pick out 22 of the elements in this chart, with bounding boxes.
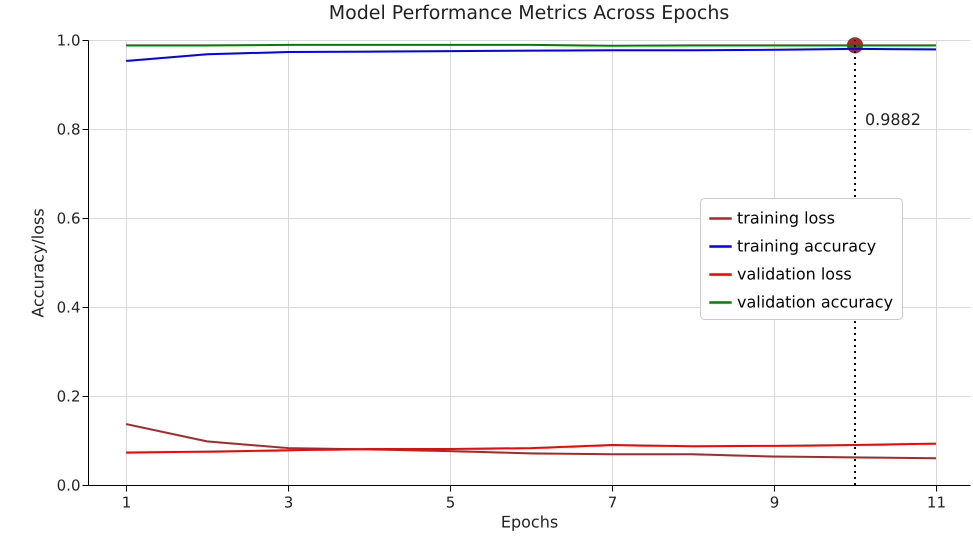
x-tick-label: 7	[608, 494, 618, 512]
legend-label: training accuracy	[737, 236, 876, 256]
line-series	[125, 423, 937, 460]
y-tick-label: 0.6	[56, 210, 80, 228]
chart-title: Model Performance Metrics Across Epochs	[328, 2, 730, 24]
legend-label: validation loss	[737, 264, 852, 284]
y-tick-label: 1.0	[56, 32, 80, 50]
legend-label: validation accuracy	[737, 292, 894, 312]
y-tick-label: 0.4	[56, 298, 80, 316]
x-tick-label: 1	[122, 494, 132, 512]
y-tick-label: 0.8	[56, 120, 80, 138]
y-tick-label: 0.0	[56, 476, 80, 494]
x-tick-label: 5	[446, 494, 456, 512]
x-tick-label: 3	[284, 494, 294, 512]
x-tick-label: 9	[770, 494, 780, 512]
x-tick-label: 11	[926, 494, 946, 512]
y-tick-label: 0.2	[56, 388, 80, 406]
y-axis-title: Accuracy/loss	[28, 208, 48, 318]
line-series	[125, 442, 937, 454]
x-axis-title: Epochs	[500, 512, 558, 532]
annotation: 0.9882	[864, 110, 921, 130]
legend-label: training loss	[737, 208, 835, 228]
